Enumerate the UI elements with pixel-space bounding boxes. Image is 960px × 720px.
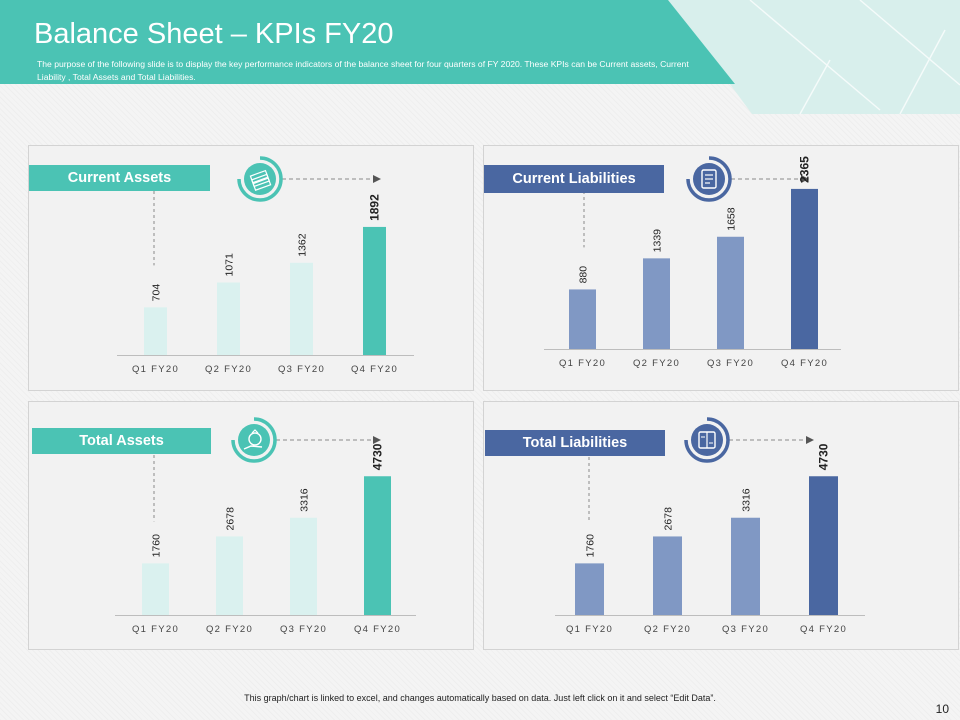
- bar-q1-fy20: [569, 289, 596, 349]
- category-tick-label: Q4 FY20: [800, 624, 847, 635]
- current-liabilities-chart: 880 Q1 FY20 1339 Q2 FY20 1658 Q3 FY20 2365 Q4 F…: [544, 156, 841, 369]
- category-tick-label: Q2 FY20: [633, 358, 680, 369]
- current-assets-panel: 704 Q1 FY20 1071 Q2 FY20 1362 Q3 FY20 1892 Q4 F…: [28, 145, 474, 391]
- category-tick-label: Q3 FY20: [722, 624, 769, 635]
- document-icon: [701, 169, 717, 189]
- category-tick-label: Q3 FY20: [280, 624, 327, 635]
- current-assets-chart: 704 Q1 FY20 1071 Q2 FY20 1362 Q3 FY20 1892 Q4 F…: [117, 156, 414, 375]
- bar-q3-fy20: [731, 517, 760, 615]
- icon-circle: [238, 424, 270, 456]
- bar-value-label: 1339: [652, 229, 664, 253]
- bar-q2-fy20: [217, 282, 240, 355]
- header-decor-lines: [749, 0, 960, 115]
- category-tick-label: Q1 FY20: [132, 364, 179, 375]
- category-tick-label: Q4 FY20: [351, 364, 398, 375]
- bar-q3-fy20: [290, 517, 317, 615]
- header-teal-shape: [0, 0, 735, 84]
- bar-value-label: 704: [151, 284, 163, 302]
- bar-value-label: 2365: [798, 156, 812, 183]
- money-stack-icon: [249, 169, 272, 191]
- bar-value-label: 1760: [585, 534, 597, 558]
- arrow-head-icon: [801, 175, 809, 183]
- ledger-icon: [698, 431, 716, 449]
- arrow-head-icon: [373, 436, 381, 444]
- total-assets-chart: 1760 Q1 FY20 2678 Q2 FY20 3316 Q3 FY20 4730 Q4 …: [115, 417, 416, 635]
- bar-q2-fy20: [216, 536, 243, 615]
- current-liabilities-panel: 880 Q1 FY20 1339 Q2 FY20 1658 Q3 FY20 2365 Q4 F…: [483, 145, 959, 391]
- category-tick-label: Q1 FY20: [559, 358, 606, 369]
- bar-value-label: 1658: [726, 207, 738, 231]
- footer-note: This graph/chart is linked to excel, and…: [244, 693, 716, 703]
- bar-q4-fy20: [809, 476, 838, 615]
- bar-q4-fy20: [364, 476, 391, 615]
- category-tick-label: Q2 FY20: [644, 624, 691, 635]
- bar-value-label: 880: [578, 266, 590, 284]
- bar-q3-fy20: [717, 236, 744, 349]
- total-liabilities-panel: 1760 Q1 FY20 2678 Q2 FY20 3316 Q3 FY20 4730 Q4 …: [483, 401, 959, 650]
- bar-q4-fy20: [791, 188, 818, 349]
- icon-ring: [684, 417, 730, 463]
- category-tick-label: Q3 FY20: [707, 358, 754, 369]
- page-number: 10: [935, 702, 949, 716]
- category-tick-label: Q1 FY20: [566, 624, 613, 635]
- header-banner: [0, 0, 960, 115]
- bar-q3-fy20: [290, 262, 313, 355]
- total-liabilities-chart: 1760 Q1 FY20 2678 Q2 FY20 3316 Q3 FY20 4730 Q4 …: [555, 417, 865, 635]
- bar-q2-fy20: [643, 258, 670, 349]
- category-tick-label: Q4 FY20: [781, 358, 828, 369]
- bar-value-label: 1892: [368, 194, 382, 221]
- icon-ring: [231, 417, 277, 463]
- bar-value-label: 2678: [225, 507, 237, 531]
- icon-ring: [237, 156, 283, 202]
- bar-value-label: 3316: [299, 488, 311, 512]
- bar-value-label: 4730: [817, 443, 831, 470]
- icon-circle: [244, 163, 276, 195]
- total-liabilities-label: Total Liabilities: [485, 430, 665, 456]
- bar-q1-fy20: [575, 563, 604, 615]
- total-assets-panel: 1760 Q1 FY20 2678 Q2 FY20 3316 Q3 FY20 4730 Q4 …: [28, 401, 474, 650]
- bar-value-label: 1362: [297, 233, 309, 257]
- page-subtitle: The purpose of the following slide is to…: [37, 59, 689, 82]
- bar-value-label: 2678: [663, 507, 675, 531]
- category-tick-label: Q4 FY20: [354, 624, 401, 635]
- total-assets-label: Total Assets: [32, 428, 211, 454]
- arrow-head-icon: [806, 436, 814, 444]
- header-light-shape: [668, 0, 960, 114]
- bar-value-label: 4730: [371, 443, 385, 470]
- bar-value-label: 1071: [224, 253, 236, 277]
- category-tick-label: Q2 FY20: [205, 364, 252, 375]
- money-bag-hand-icon: [243, 429, 263, 450]
- current-assets-label: Current Assets: [29, 165, 210, 191]
- arrow-head-icon: [373, 175, 381, 183]
- page-title: Balance Sheet – KPIs FY20: [34, 18, 394, 50]
- bar-q2-fy20: [653, 536, 682, 615]
- category-tick-label: Q3 FY20: [278, 364, 325, 375]
- current-liabilities-label: Current Liabilities: [484, 165, 664, 193]
- bar-q4-fy20: [363, 226, 386, 355]
- bar-value-label: 3316: [741, 488, 753, 512]
- bar-q1-fy20: [142, 563, 169, 615]
- bar-q1-fy20: [144, 307, 167, 355]
- category-tick-label: Q1 FY20: [132, 624, 179, 635]
- category-tick-label: Q2 FY20: [206, 624, 253, 635]
- icon-ring: [686, 156, 732, 202]
- bar-value-label: 1760: [151, 534, 163, 558]
